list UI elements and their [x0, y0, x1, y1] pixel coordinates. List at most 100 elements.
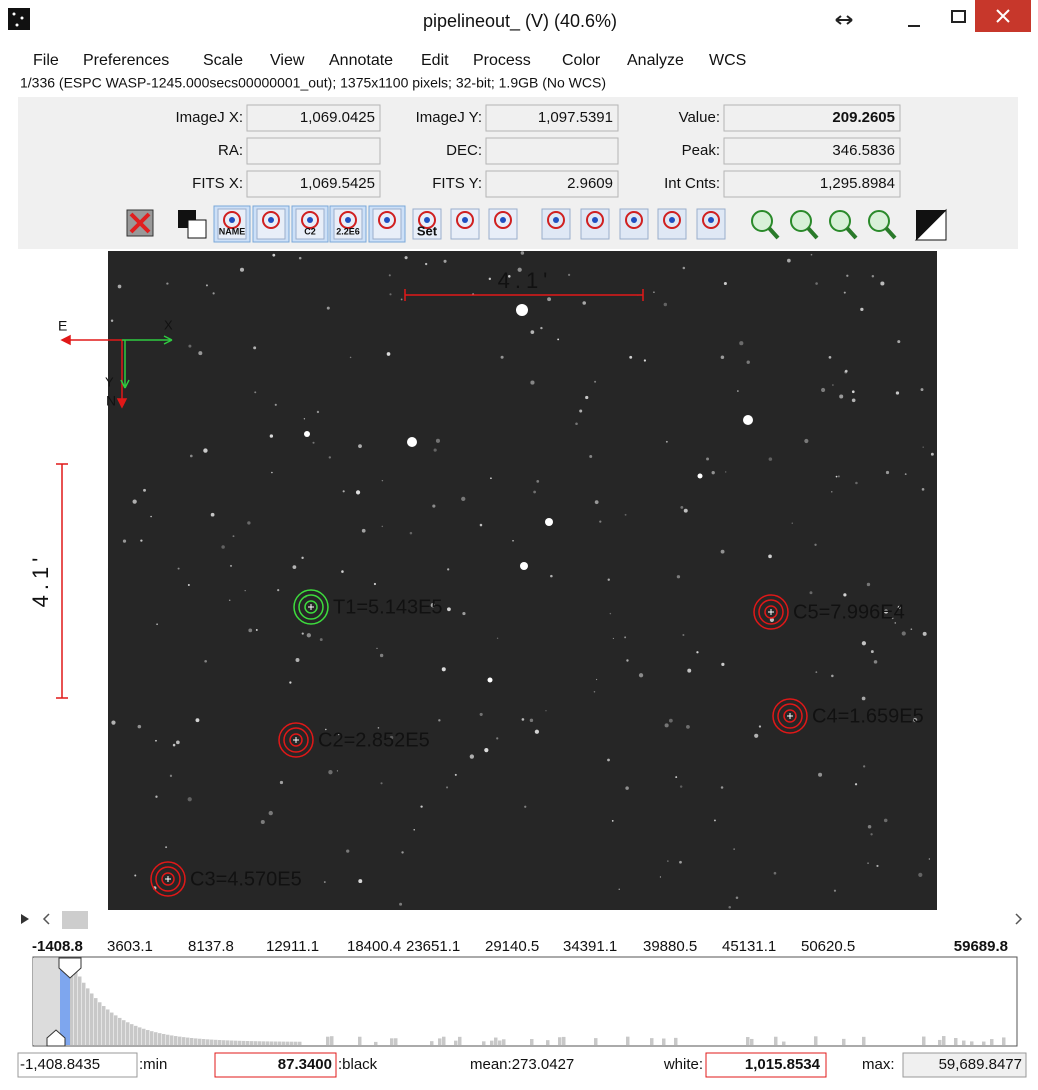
- star: [855, 481, 858, 485]
- menu-item[interactable]: Scale: [203, 52, 243, 69]
- scroll-left[interactable]: [42, 913, 50, 925]
- aperture-ring[interactable]: [758, 599, 784, 625]
- resize-icon[interactable]: [835, 15, 853, 25]
- aperture-label: T1=5.143E5: [333, 596, 443, 618]
- aperture-ring[interactable]: [161, 872, 175, 886]
- histogram-tick-label: 12911.1: [266, 938, 319, 955]
- star: [663, 302, 668, 307]
- aperture-ring[interactable]: [764, 605, 778, 619]
- white-box[interactable]: [705, 1052, 827, 1078]
- aperture-ring[interactable]: [293, 589, 329, 625]
- star: [679, 860, 682, 864]
- aperture-ring[interactable]: [155, 866, 181, 892]
- histogram-tick-label: 45131.1: [722, 938, 776, 955]
- star: [346, 849, 350, 853]
- min-label: :min: [139, 1056, 167, 1073]
- star: [831, 674, 834, 678]
- white-handle[interactable]: [46, 1029, 66, 1047]
- star: [629, 355, 633, 359]
- tool-icon: [256, 208, 286, 240]
- menu-item[interactable]: Analyze: [627, 52, 684, 69]
- histogram-bar: [558, 1037, 562, 1045]
- tool-icon: [500, 217, 506, 223]
- star: [504, 273, 507, 276]
- histogram-bar: [202, 1039, 206, 1045]
- star: [768, 554, 772, 559]
- aperture-ring[interactable]: [753, 594, 789, 630]
- app-icon-dot: [20, 16, 24, 20]
- aperture-ring[interactable]: [304, 600, 318, 614]
- star: [713, 819, 716, 822]
- field-label: FITS X:: [192, 175, 243, 192]
- maximize-button[interactable]: [951, 10, 966, 23]
- histogram-bar: [290, 1041, 294, 1045]
- tool-icon: [187, 219, 207, 239]
- histogram-tick-label: 34391.1: [563, 938, 617, 955]
- histogram-bar: [490, 1040, 494, 1045]
- star: [254, 391, 257, 394]
- image-info: 1/336 (ESPC WASP-1245.000secs00000001_ou…: [20, 75, 606, 91]
- tool-icon: [806, 226, 819, 240]
- tool-icon: [268, 217, 274, 223]
- star: [438, 719, 441, 722]
- field-label: Peak:: [682, 142, 720, 159]
- star: [198, 351, 203, 356]
- star: [507, 275, 511, 278]
- star: [379, 653, 384, 658]
- star: [155, 795, 158, 798]
- app-icon: [8, 8, 30, 30]
- tool-icon: [619, 208, 649, 240]
- histogram-bar: [374, 1041, 378, 1045]
- aperture-ring[interactable]: [278, 722, 314, 758]
- menu-item[interactable]: View: [270, 52, 305, 69]
- tool-icon: [488, 208, 518, 240]
- menu-item[interactable]: File: [33, 52, 59, 69]
- histogram-bar: [326, 1036, 330, 1045]
- star: [843, 291, 846, 294]
- tool-icon: [223, 211, 241, 229]
- star: [443, 259, 447, 263]
- star: [277, 589, 280, 592]
- black-handle[interactable]: [58, 957, 82, 979]
- menu-item[interactable]: Color: [562, 52, 601, 69]
- star: [870, 650, 874, 654]
- histogram-bar: [218, 1040, 222, 1045]
- bright-star: [743, 415, 753, 425]
- image-view[interactable]: [108, 251, 937, 910]
- bright-star: [407, 437, 417, 447]
- scroll-right[interactable]: [1015, 913, 1023, 925]
- aperture-ring[interactable]: [777, 703, 803, 729]
- star: [910, 628, 913, 631]
- aperture-ring[interactable]: [289, 733, 303, 747]
- aperture-ring[interactable]: [783, 709, 797, 723]
- star: [358, 879, 363, 884]
- star: [665, 440, 668, 443]
- star: [399, 902, 403, 906]
- star: [894, 622, 897, 624]
- black-box[interactable]: [214, 1052, 337, 1078]
- star: [607, 578, 610, 581]
- menu-item[interactable]: Process: [473, 52, 531, 69]
- star: [298, 256, 302, 260]
- scroll-arrow[interactable]: [21, 914, 29, 924]
- histogram-bar: [782, 1041, 786, 1045]
- star: [675, 776, 678, 778]
- aperture-ring[interactable]: [150, 861, 186, 897]
- star: [336, 770, 339, 772]
- menu-item[interactable]: Annotate: [329, 52, 393, 69]
- aperture-ring[interactable]: [283, 727, 309, 753]
- histogram-bar: [242, 1040, 246, 1045]
- menu-item[interactable]: WCS: [709, 52, 746, 69]
- menu-item[interactable]: Edit: [421, 52, 449, 69]
- aperture-ring[interactable]: [772, 698, 808, 734]
- star: [358, 444, 362, 449]
- histogram-bar: [254, 1041, 258, 1045]
- star: [479, 523, 483, 527]
- tool-icon: [845, 226, 858, 240]
- aperture-ring[interactable]: [298, 594, 324, 620]
- histogram-bar: [842, 1038, 846, 1045]
- star: [380, 782, 383, 785]
- menu-item[interactable]: Preferences: [83, 52, 169, 69]
- star: [279, 780, 284, 785]
- scroll-thumb[interactable]: [62, 911, 88, 929]
